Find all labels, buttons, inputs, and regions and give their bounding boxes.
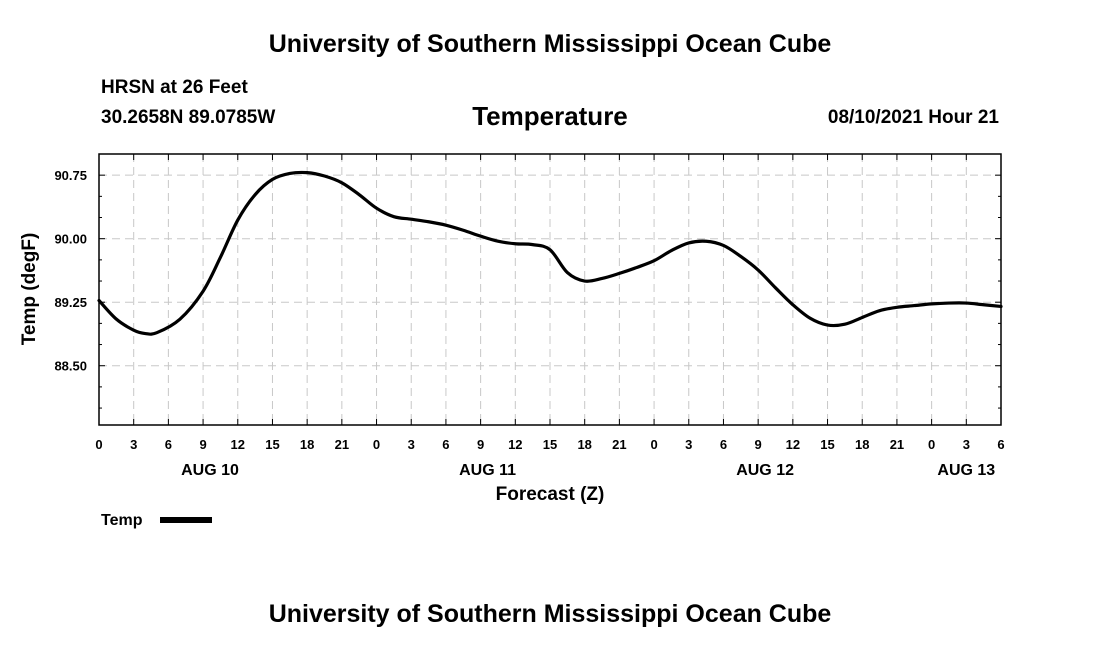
y-tick-label: 89.25 (54, 295, 87, 310)
y-tick-label: 90.75 (54, 168, 87, 183)
x-tick-label: 18 (855, 437, 869, 452)
x-tick-label: 15 (265, 437, 279, 452)
day-label: AUG 11 (459, 462, 516, 479)
x-tick-label: 3 (130, 437, 137, 452)
x-tick-label: 12 (231, 437, 245, 452)
x-tick-label: 3 (685, 437, 692, 452)
x-tick-label: 6 (165, 437, 172, 452)
chart-date: 08/10/2021 Hour 21 (827, 107, 999, 128)
x-tick-label: 6 (997, 437, 1004, 452)
grid-layer (99, 154, 1001, 425)
x-tick-label: 6 (720, 437, 727, 452)
plot-frame (98, 153, 1002, 426)
x-tick-label: 21 (612, 437, 626, 452)
x-tick-label: 12 (508, 437, 522, 452)
station-coordinates: 30.2658N 89.0785W (101, 107, 276, 128)
x-tick-label: 21 (335, 437, 349, 452)
y-tick-label: 90.00 (54, 232, 87, 247)
chart-title: Temperature (472, 101, 628, 131)
x-tick-label: 9 (477, 437, 484, 452)
label-layer: 88.50 89.25 90.00 90.75 0 3 6 9 12 15 18 21 0 3 6 9 12 15… (54, 168, 1004, 479)
x-tick-label: 0 (928, 437, 935, 452)
day-label: AUG 13 (937, 462, 995, 479)
day-label: AUG 10 (181, 462, 239, 479)
legend-label: Temp (101, 512, 143, 529)
station-name: HRSN at 26 Feet (101, 77, 248, 98)
footer-title: University of Southern Mississippi Ocean… (268, 600, 832, 628)
x-tick-label: 15 (820, 437, 834, 452)
series-line-temp (97, 170, 1003, 336)
x-tick-label: 18 (577, 437, 591, 452)
y-tick-label: 88.50 (54, 359, 87, 374)
day-label: AUG 12 (736, 462, 794, 479)
x-tick-label: 0 (373, 437, 380, 452)
x-axis-label: Forecast (Z) (496, 484, 605, 505)
x-tick-label: 18 (300, 437, 314, 452)
x-tick-label: 15 (543, 437, 557, 452)
x-tick-label: 12 (786, 437, 800, 452)
x-tick-label: 9 (199, 437, 206, 452)
x-tick-label: 3 (408, 437, 415, 452)
x-tick-label: 0 (95, 437, 102, 452)
series-layer (97, 170, 1003, 336)
page-title: University of Southern Mississippi Ocean… (268, 30, 832, 58)
x-tick-label: 3 (963, 437, 970, 452)
tick-layer (98, 153, 1002, 425)
legend: Temp (101, 512, 212, 529)
x-tick-label: 0 (650, 437, 657, 452)
x-tick-label: 6 (442, 437, 449, 452)
x-tick-label: 21 (890, 437, 904, 452)
x-tick-label: 9 (755, 437, 762, 452)
y-axis-label: Temp (degF) (19, 233, 40, 346)
